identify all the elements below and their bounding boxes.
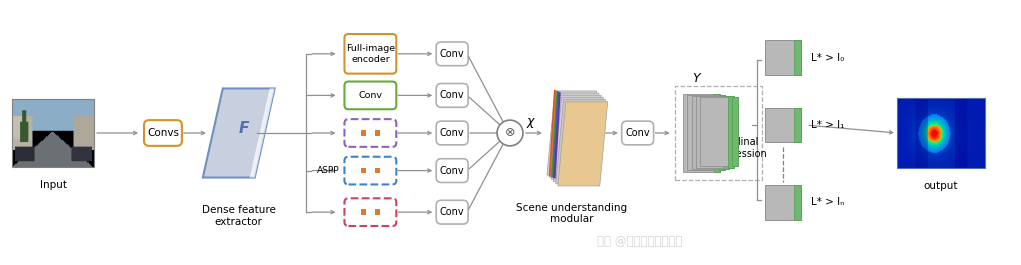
FancyBboxPatch shape (144, 120, 182, 146)
FancyBboxPatch shape (436, 42, 468, 66)
Polygon shape (250, 89, 275, 178)
Bar (375, 130, 380, 136)
FancyBboxPatch shape (436, 159, 468, 183)
Bar (715, 94, 721, 171)
Text: Y: Y (692, 72, 700, 85)
Text: Scene understanding
modular: Scene understanding modular (517, 203, 627, 224)
Polygon shape (547, 91, 596, 175)
FancyBboxPatch shape (436, 121, 468, 145)
Bar (687, 95, 725, 170)
Text: Conv: Conv (625, 128, 650, 138)
Polygon shape (557, 102, 607, 186)
Bar (766, 185, 801, 220)
Text: $\otimes$: $\otimes$ (504, 126, 516, 139)
Bar (375, 168, 380, 173)
Bar (766, 41, 801, 75)
FancyBboxPatch shape (436, 83, 468, 107)
Text: Conv: Conv (440, 128, 465, 138)
Bar (719, 95, 725, 170)
Bar (794, 185, 801, 220)
Text: Conv: Conv (440, 90, 465, 100)
Text: Conv: Conv (440, 166, 465, 176)
Bar (360, 130, 367, 136)
FancyBboxPatch shape (436, 200, 468, 224)
Bar (794, 108, 801, 142)
Text: χ: χ (526, 115, 534, 128)
FancyBboxPatch shape (344, 119, 396, 147)
Text: F: F (239, 121, 249, 135)
Polygon shape (551, 95, 601, 179)
Text: ASPP: ASPP (317, 166, 339, 175)
Text: L* > lₙ: L* > lₙ (811, 197, 844, 207)
Bar (766, 108, 801, 142)
Bar (375, 209, 380, 215)
Text: Conv: Conv (440, 49, 465, 59)
Polygon shape (553, 98, 603, 182)
Bar (732, 97, 738, 166)
FancyBboxPatch shape (344, 198, 396, 226)
Text: Input: Input (40, 180, 66, 191)
Text: output: output (924, 182, 958, 192)
Text: Conv: Conv (358, 91, 383, 100)
Text: Convs: Convs (147, 128, 179, 138)
Bar (794, 41, 801, 75)
Bar (696, 96, 734, 167)
Text: L* > l₁: L* > l₁ (811, 120, 844, 130)
FancyBboxPatch shape (344, 82, 396, 109)
Bar (700, 97, 738, 166)
Polygon shape (555, 100, 605, 184)
Circle shape (497, 120, 523, 146)
Polygon shape (203, 89, 275, 178)
Bar (360, 209, 367, 215)
Polygon shape (549, 93, 599, 177)
FancyBboxPatch shape (344, 34, 396, 74)
Bar (896, 98, 984, 168)
Text: Full-image
encoder: Full-image encoder (346, 44, 395, 64)
Bar (675, 86, 763, 179)
Bar (691, 96, 729, 169)
Text: L* > l₀: L* > l₀ (811, 53, 844, 63)
Text: Conv: Conv (440, 207, 465, 217)
Bar (728, 96, 734, 167)
Bar (724, 96, 729, 169)
Bar (682, 94, 721, 171)
Bar (360, 168, 367, 173)
FancyBboxPatch shape (344, 157, 396, 184)
Text: Ordinal
regression: Ordinal regression (716, 137, 767, 159)
FancyBboxPatch shape (622, 121, 653, 145)
Text: Dense feature
extractor: Dense feature extractor (202, 205, 276, 227)
Bar (12, 99, 94, 167)
Text: 知乎 @巫婆塔里的工程师: 知乎 @巫婆塔里的工程师 (597, 235, 682, 248)
